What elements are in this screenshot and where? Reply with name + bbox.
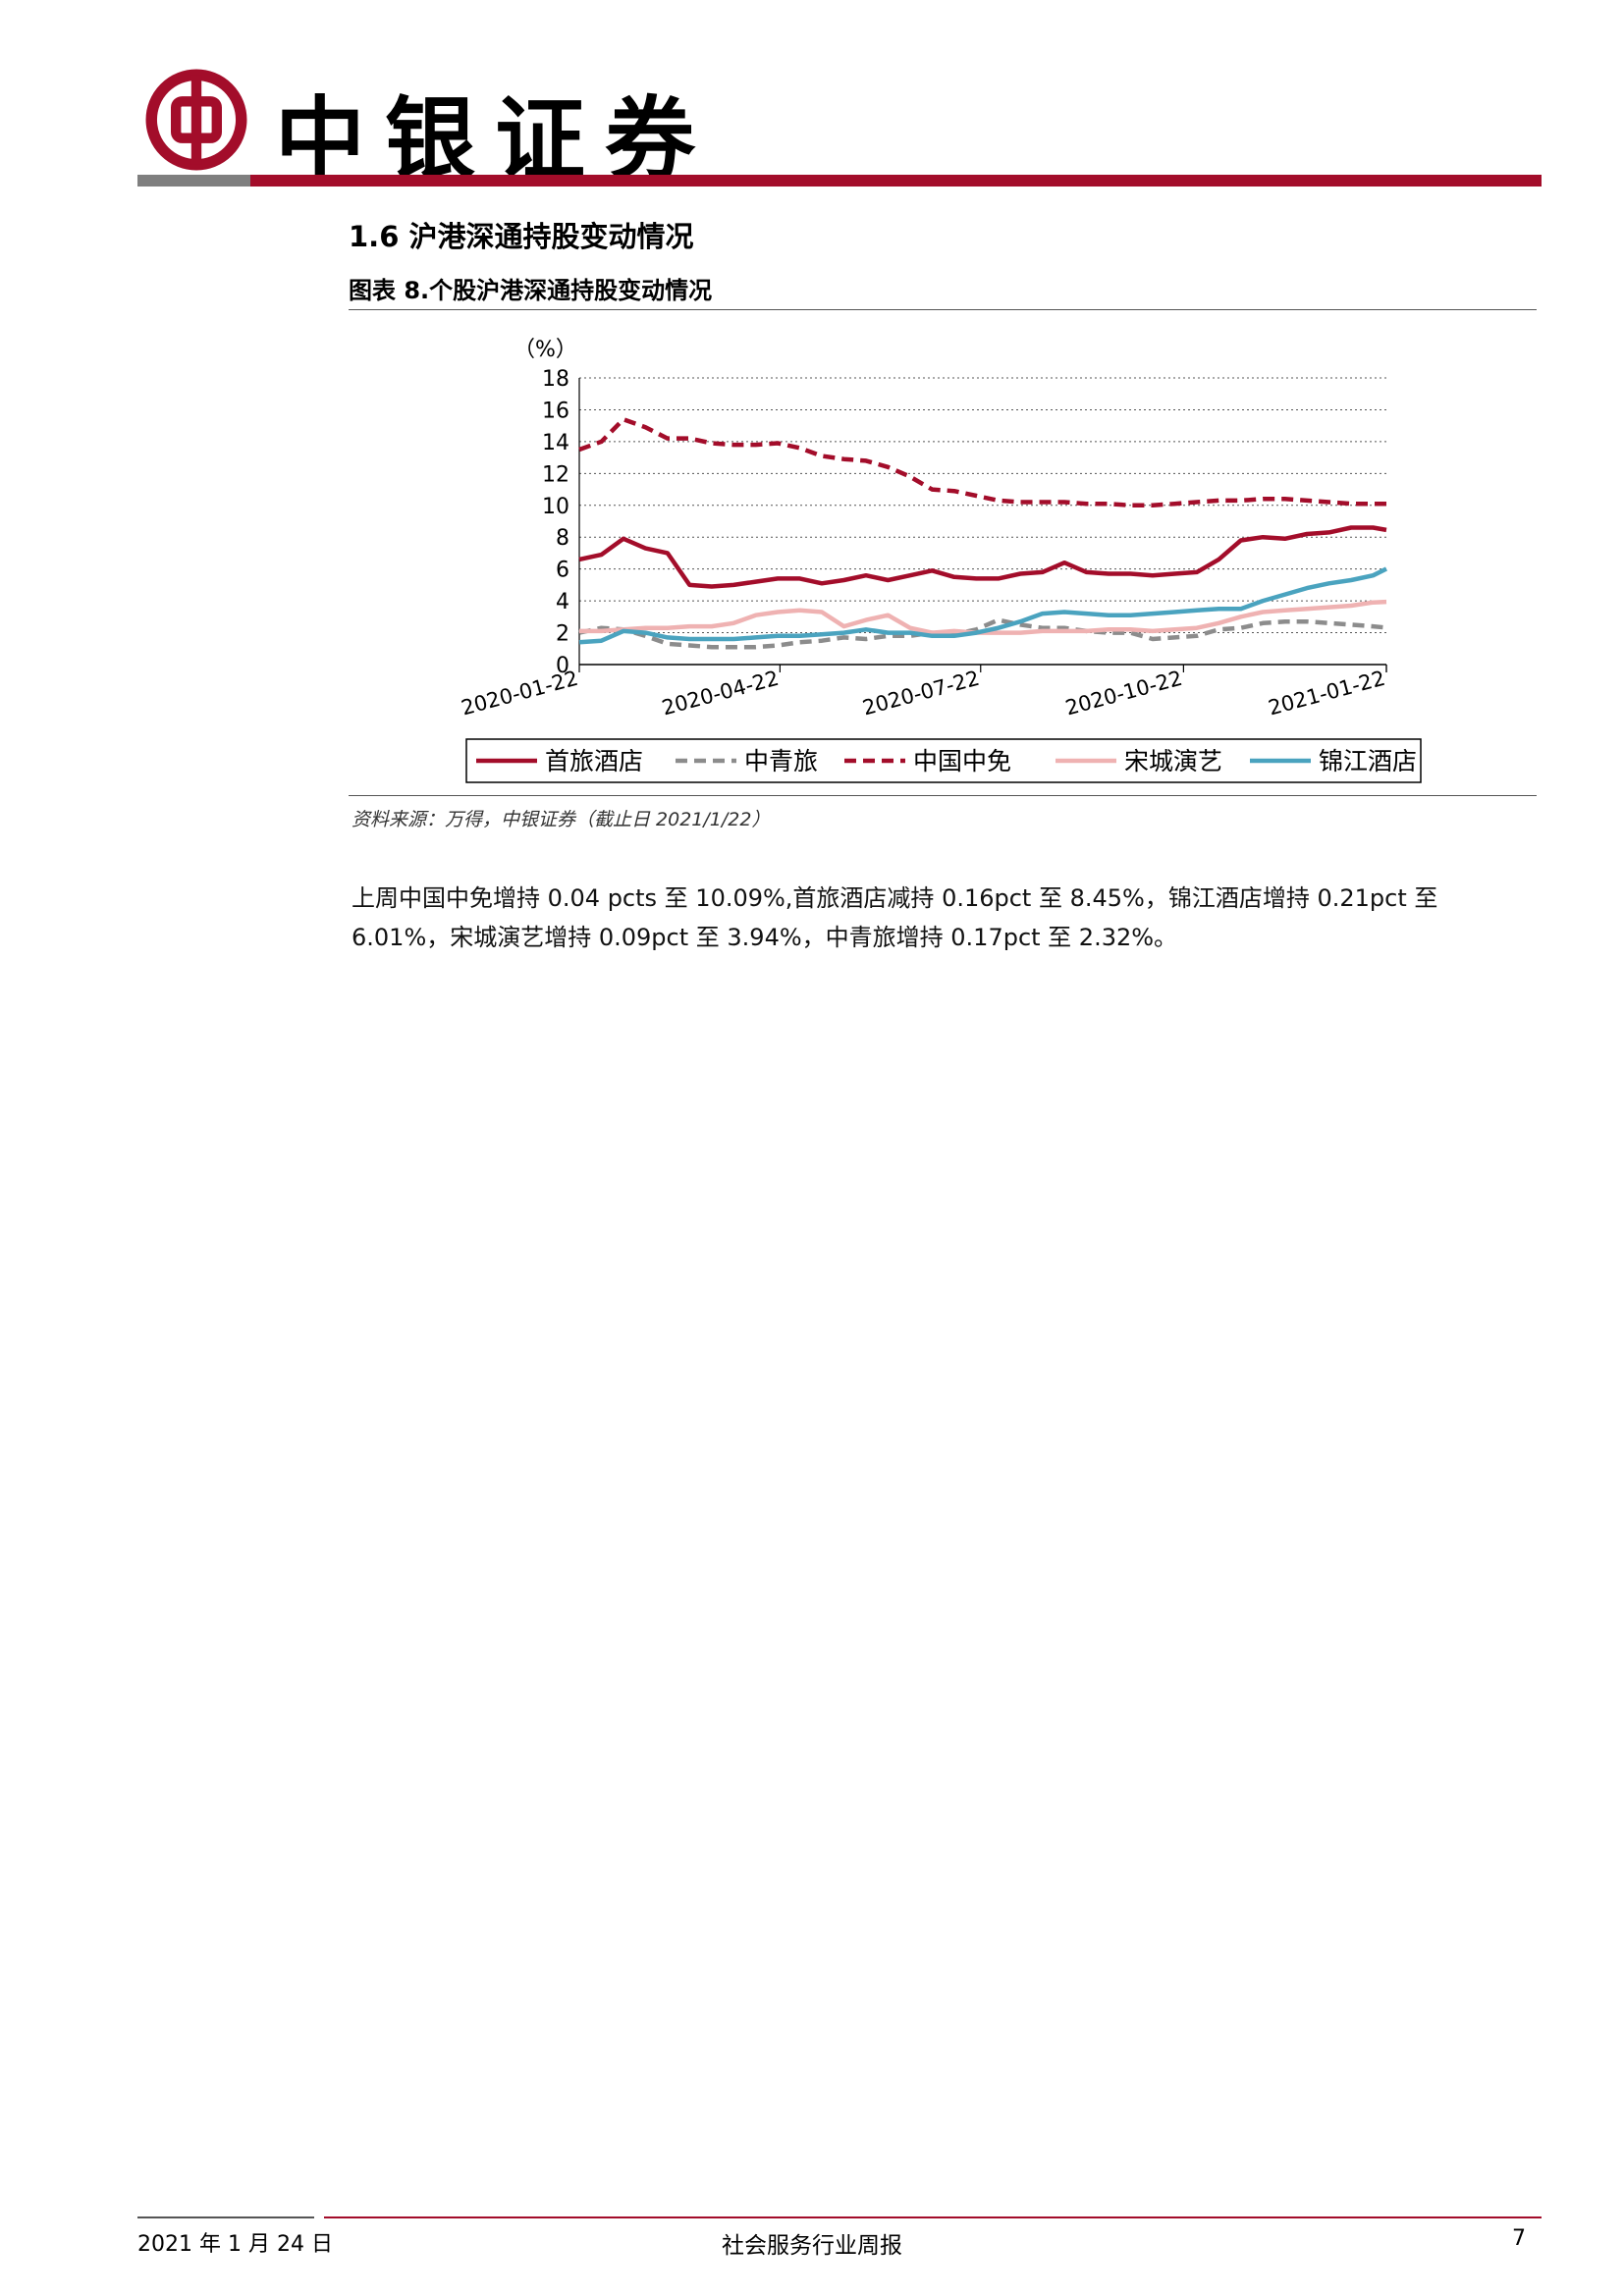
y-tick-label: 8 <box>556 526 569 551</box>
series-line-3 <box>579 419 1386 506</box>
y-tick-label: 4 <box>556 590 569 614</box>
y-tick-label: 16 <box>542 399 569 423</box>
page-number: 7 <box>1512 2226 1526 2251</box>
footer-title: 社会服务行业周报 <box>0 2226 1624 2260</box>
legend-label: 锦江酒店 <box>1319 747 1417 775</box>
x-tick-label: 2021-01-22 <box>1266 667 1387 721</box>
figure-bottom-rule <box>349 795 1537 796</box>
legend-label: 中青旅 <box>744 747 818 775</box>
summary-paragraph: 上周中国中免增持 0.04 pcts 至 10.09%,首旅酒店减持 0.16p… <box>352 879 1540 957</box>
y-tick-label: 10 <box>542 495 569 519</box>
x-tick-label: 2020-07-22 <box>860 667 982 721</box>
y-tick-label: 12 <box>542 462 569 487</box>
y-tick-label: 2 <box>556 622 569 647</box>
y-tick-label: 6 <box>556 559 569 583</box>
report-header: 中银证券 <box>137 59 1542 187</box>
legend-label: 中国中免 <box>913 747 1011 775</box>
header-divider <box>137 175 1542 187</box>
x-tick-label: 2020-01-22 <box>459 667 580 721</box>
x-tick-label: 2020-10-22 <box>1063 667 1185 721</box>
figure-title: 图表 8.个股沪港深通持股变动情况 <box>349 271 712 305</box>
source-note: 资料来源：万得，中银证券（截止日 2021/1/22） <box>352 805 770 831</box>
footer-divider-left <box>137 2216 314 2218</box>
series-line-1 <box>579 528 1386 587</box>
header-divider-accent <box>137 175 250 187</box>
x-tick-label: 2020-04-22 <box>660 667 782 721</box>
series-line-4 <box>579 602 1386 633</box>
y-tick-label: 14 <box>542 431 569 455</box>
footer-divider-right <box>324 2216 1542 2218</box>
bank-logo-icon <box>145 69 247 171</box>
legend-label: 首旅酒店 <box>545 747 643 775</box>
body-text: 上周中国中免增持 0.04 pcts 至 10.09%,首旅酒店减持 0.16p… <box>352 879 1540 957</box>
chart-legend: 首旅酒店 中青旅 中国中免 宋城演艺 锦江酒店 <box>466 739 1421 782</box>
y-axis-unit-label: （%） <box>514 338 577 362</box>
y-tick-label: 18 <box>542 367 569 392</box>
figure-top-rule <box>349 309 1537 310</box>
legend-label: 宋城演艺 <box>1124 747 1222 775</box>
section-title: 1.6 沪港深通持股变动情况 <box>349 214 693 255</box>
